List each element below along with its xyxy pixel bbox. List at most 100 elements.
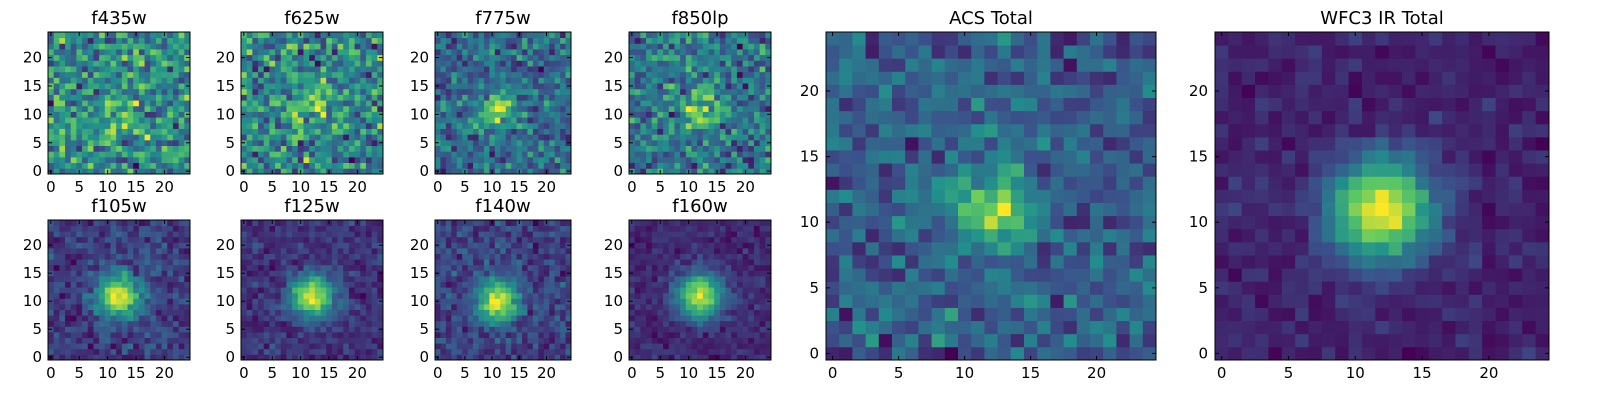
heatmap-cell bbox=[82, 122, 89, 129]
heatmap-cell bbox=[657, 326, 664, 333]
heatmap-cell bbox=[516, 145, 523, 152]
heatmap-cell bbox=[473, 105, 479, 112]
heatmap-cell bbox=[348, 292, 355, 299]
heatmap-cell bbox=[377, 248, 384, 254]
heatmap-cell bbox=[657, 276, 664, 282]
heatmap-cell bbox=[331, 105, 338, 112]
heatmap-cell bbox=[565, 264, 572, 271]
heatmap-cell bbox=[500, 332, 507, 338]
heatmap-cell bbox=[725, 117, 732, 124]
heatmap-cell bbox=[246, 122, 253, 129]
heatmap-cell bbox=[554, 287, 561, 294]
heatmap-cell bbox=[155, 292, 162, 299]
heatmap-cell bbox=[326, 292, 333, 299]
heatmap-cell bbox=[258, 309, 265, 316]
heatmap-cell bbox=[560, 225, 566, 232]
heatmap-cell bbox=[82, 134, 89, 141]
heatmap-cell bbox=[634, 354, 641, 361]
heatmap-cell bbox=[674, 287, 681, 294]
heatmap-cell bbox=[494, 326, 501, 333]
heatmap-cell bbox=[337, 128, 344, 135]
heatmap-cell bbox=[489, 60, 496, 67]
heatmap-cell bbox=[719, 309, 726, 316]
heatmap-cell bbox=[725, 100, 732, 107]
heatmap-cell bbox=[104, 66, 111, 73]
heatmap-cell bbox=[691, 100, 698, 107]
heatmap-cell bbox=[241, 315, 248, 322]
heatmap-cell bbox=[354, 343, 361, 350]
heatmap-cell bbox=[646, 309, 653, 316]
heatmap-cell bbox=[511, 270, 517, 277]
heatmap-cell bbox=[65, 145, 72, 152]
heatmap-cell bbox=[93, 43, 100, 50]
heatmap-cell bbox=[337, 242, 344, 249]
heatmap-cell bbox=[161, 276, 168, 282]
heatmap-cell bbox=[440, 60, 447, 67]
heatmap-cell bbox=[116, 117, 123, 124]
heatmap-cell bbox=[53, 298, 60, 305]
heatmap-cell bbox=[70, 156, 77, 164]
heatmap-cell bbox=[59, 253, 66, 260]
heatmap-cell bbox=[478, 88, 485, 95]
heatmap-cell bbox=[516, 332, 523, 338]
heatmap-cell bbox=[99, 105, 106, 112]
heatmap-cell bbox=[87, 292, 94, 299]
heatmap-cell bbox=[127, 320, 134, 327]
heatmap-cell bbox=[651, 83, 658, 90]
heatmap-cell bbox=[494, 309, 501, 316]
heatmap-cell bbox=[736, 88, 743, 95]
heatmap-cell bbox=[150, 320, 157, 327]
heatmap-cell bbox=[121, 139, 128, 146]
heatmap-cell bbox=[565, 276, 572, 282]
heatmap-cell bbox=[646, 292, 653, 299]
heatmap-cell bbox=[445, 315, 452, 322]
heatmap-cell bbox=[76, 66, 83, 73]
heatmap-cell bbox=[354, 304, 361, 310]
heatmap-cell bbox=[48, 43, 55, 50]
heatmap-cell bbox=[65, 242, 72, 249]
heatmap-cell bbox=[440, 117, 447, 124]
heatmap-cell bbox=[348, 220, 355, 226]
heatmap-cell bbox=[708, 32, 715, 39]
heatmap-cell bbox=[456, 337, 463, 344]
heatmap-cell bbox=[258, 287, 265, 294]
heatmap-cell bbox=[543, 332, 550, 338]
heatmap-cell bbox=[543, 105, 550, 112]
heatmap-cell bbox=[138, 309, 145, 316]
heatmap-cell bbox=[680, 111, 687, 118]
heatmap-cell bbox=[326, 105, 333, 112]
heatmap-cell bbox=[538, 253, 545, 260]
heatmap-cell bbox=[657, 343, 664, 350]
heatmap-cell bbox=[297, 71, 304, 78]
heatmap-cell bbox=[275, 122, 282, 129]
heatmap-cell bbox=[505, 343, 512, 350]
heatmap-cell bbox=[172, 354, 180, 361]
heatmap-cell bbox=[320, 332, 327, 338]
heatmap-cell bbox=[133, 292, 140, 299]
heatmap-cell bbox=[252, 156, 259, 164]
heatmap-cell bbox=[76, 94, 83, 101]
heatmap-cell bbox=[549, 37, 556, 44]
heatmap-cell bbox=[348, 122, 355, 129]
heatmap-cell bbox=[489, 105, 496, 112]
heatmap-cell bbox=[560, 117, 566, 124]
heatmap-cell bbox=[258, 71, 265, 78]
heatmap-cell bbox=[70, 354, 77, 361]
heatmap-cell bbox=[144, 145, 151, 152]
heatmap-cell bbox=[440, 292, 447, 299]
heatmap-cell bbox=[309, 111, 316, 118]
heatmap-cell bbox=[53, 270, 60, 277]
heatmap-cell bbox=[549, 320, 556, 327]
heatmap-cell bbox=[478, 287, 485, 294]
heatmap-cell bbox=[522, 71, 528, 78]
heatmap-cell bbox=[337, 231, 344, 238]
heatmap-cell bbox=[326, 151, 333, 158]
heatmap-cell bbox=[155, 83, 162, 90]
heatmap-cell bbox=[320, 354, 327, 361]
heatmap-cell bbox=[714, 151, 721, 158]
heatmap-cell bbox=[252, 100, 259, 107]
heatmap-cell bbox=[70, 332, 77, 338]
heatmap-cell bbox=[133, 309, 140, 316]
heatmap-cell bbox=[286, 43, 293, 50]
heatmap-cell bbox=[478, 117, 485, 124]
